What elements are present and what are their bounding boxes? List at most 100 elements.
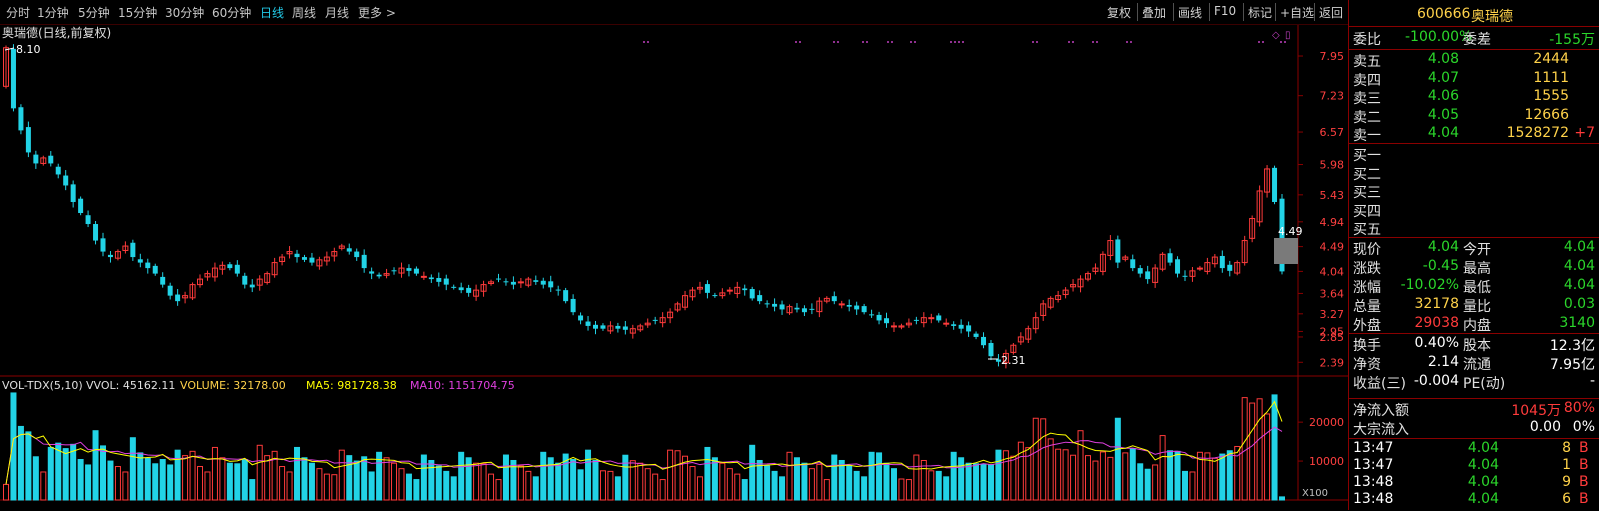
candle-up: [838, 303, 845, 306]
tick-volume: 8: [1562, 440, 1571, 456]
candle-down: [85, 215, 91, 225]
tab-0[interactable]: 分时: [6, 6, 31, 20]
toolbar-button-1[interactable]: 叠加: [1142, 6, 1167, 20]
vol-bar-up: [913, 454, 920, 501]
kline-chart: 7.95 7.23 6.57 5.98 5.43 4.94 4.49 4.04 3.64 3.27…: [0, 25, 1348, 501]
tab-4[interactable]: 30分钟: [165, 6, 205, 20]
candle-up: [1002, 352, 1009, 364]
vol-bar-down: [465, 457, 472, 501]
ask-label: 卖三: [1353, 91, 1381, 107]
vol-bar-up: [1010, 455, 1017, 501]
candle-down: [757, 295, 763, 302]
vol-bar-up: [1032, 417, 1039, 501]
candle-up: [256, 278, 263, 286]
divider: [1349, 26, 1599, 27]
vol-bar-down: [704, 446, 711, 501]
candle-down: [227, 264, 233, 269]
vol-bar-down: [562, 453, 569, 501]
vol-bar-up: [323, 473, 330, 501]
vol-bar-up: [689, 466, 696, 501]
vol-bar-up: [1099, 451, 1106, 501]
candle-down: [585, 321, 591, 326]
vol-bar-up: [182, 455, 189, 501]
candle-down: [578, 315, 584, 321]
vol-bar-up: [1159, 435, 1166, 501]
toolbar-button-6[interactable]: 返回: [1319, 6, 1344, 20]
candle-down: [406, 268, 412, 271]
vol-bar-down: [435, 465, 442, 501]
candle-up: [1010, 344, 1017, 353]
candle-down: [361, 254, 367, 269]
toolbar-separator: [1209, 3, 1210, 21]
tick-price: 4.04: [1467, 491, 1499, 507]
tab-3[interactable]: 15分钟: [118, 6, 158, 20]
vol-bar-up: [1025, 447, 1032, 501]
candle-down: [137, 259, 143, 263]
fund-label: 流通: [1463, 357, 1491, 373]
vol-bar-down: [1114, 417, 1121, 501]
candle-down: [533, 280, 539, 282]
tab-2[interactable]: 5分钟: [78, 6, 110, 20]
candle-down: [25, 127, 31, 153]
candle-up: [204, 273, 211, 278]
tab-8[interactable]: 月线: [325, 6, 350, 20]
candle-up: [1025, 328, 1032, 340]
vol-bar-down: [756, 459, 763, 501]
stat-label: 内盘: [1463, 318, 1491, 334]
bid-label: 买四: [1353, 203, 1381, 220]
toolbar-button-4[interactable]: 标记: [1248, 6, 1273, 20]
vol-bar-up: [114, 466, 121, 501]
vol-bar-up: [338, 449, 345, 501]
candle-up: [279, 256, 286, 262]
vol-bar-up: [1107, 456, 1114, 501]
stat-row: 现价 4.04 今开 4.04: [1349, 238, 1599, 259]
candle-down: [48, 155, 54, 164]
stock-code: 600666: [1417, 6, 1471, 22]
toolbar-button-2[interactable]: 画线: [1178, 6, 1203, 20]
candle-down: [936, 315, 942, 321]
candle-up: [1017, 336, 1024, 343]
vol-bar-up: [488, 473, 495, 501]
vol-bar-down: [965, 462, 972, 501]
candle-up: [928, 317, 935, 320]
vol-bar-up: [726, 468, 733, 501]
tab-5[interactable]: 60分钟: [212, 6, 252, 20]
candle-down: [309, 257, 315, 263]
vol-bar-up: [398, 468, 405, 501]
candle-down: [869, 314, 875, 316]
divider: [1349, 49, 1599, 50]
tab-6[interactable]: 日线: [260, 6, 285, 20]
vol-bar-down: [77, 459, 84, 501]
vol-bar-up: [1077, 430, 1084, 501]
toolbar-button-3[interactable]: F10: [1214, 4, 1237, 18]
vol-bar-down: [428, 459, 435, 501]
vol-bar-down: [107, 460, 114, 501]
stat-value: -10.02%: [1400, 277, 1459, 293]
vol-bar-down: [1226, 450, 1233, 501]
fund-row: 收益(三) -0.004 PE(动) -: [1349, 372, 1599, 393]
tab-7[interactable]: 周线: [292, 6, 317, 20]
vol-bar-up: [1196, 451, 1203, 501]
ask-label: 卖五: [1353, 54, 1381, 70]
vol-bar-up: [898, 478, 905, 501]
candle-down: [55, 166, 61, 175]
tab-9[interactable]: 更多 >: [358, 6, 396, 20]
volume-value: VOLUME: 32178.00: [180, 379, 286, 392]
vol-bar-up: [1189, 471, 1196, 501]
bid-label: 买一: [1353, 148, 1381, 164]
vol-bar-up: [1152, 464, 1159, 501]
tick-side: B: [1579, 440, 1589, 456]
tab-1[interactable]: 1分钟: [37, 6, 69, 20]
toolbar-button-5[interactable]: +自选: [1280, 6, 1315, 20]
vol-bar-up: [682, 455, 689, 501]
toolbar-button-0[interactable]: 复权: [1107, 6, 1132, 20]
vol-bar-down: [540, 451, 547, 501]
candle-down: [958, 324, 964, 329]
candle-down: [764, 303, 770, 305]
vol-bar-down: [1279, 496, 1285, 501]
candle-up: [1092, 267, 1099, 272]
vol-bar-down: [838, 459, 845, 501]
webi-value: -100.00%: [1405, 29, 1473, 45]
divider: [1349, 237, 1599, 238]
fund-value: 12.3亿: [1549, 338, 1595, 354]
